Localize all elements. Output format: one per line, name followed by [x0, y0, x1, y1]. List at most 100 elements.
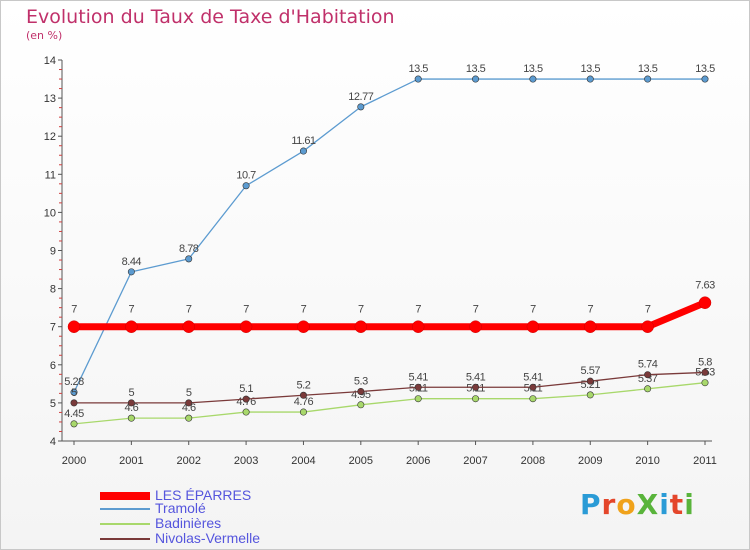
logo-letter: o	[616, 488, 637, 521]
data-label: 7	[415, 304, 421, 316]
data-label: 7	[473, 304, 479, 316]
data-point	[185, 414, 193, 422]
data-point	[701, 379, 709, 387]
legend-label: LES ÉPARRES	[155, 487, 252, 503]
data-point	[127, 268, 135, 276]
data-label: 5.57	[581, 365, 601, 377]
data-point	[354, 320, 368, 333]
data-point	[185, 399, 193, 407]
data-label: 5.41	[466, 371, 486, 383]
y-tick-label: 8	[50, 284, 56, 296]
data-label: 7	[129, 304, 135, 316]
y-tick-label: 12	[44, 131, 56, 143]
data-label: 5.28	[64, 376, 84, 388]
data-label: 7	[530, 304, 536, 316]
x-tick-label: 2002	[176, 455, 200, 467]
x-tick-label: 2001	[119, 455, 143, 467]
series-line-1	[73, 78, 706, 393]
data-point	[526, 320, 540, 333]
data-label: 8.78	[179, 243, 199, 255]
data-label: 4.45	[64, 408, 84, 420]
y-tick-label: 10	[44, 207, 56, 219]
logo-letter: i	[684, 488, 695, 521]
data-point	[242, 182, 250, 190]
logo-letter: X	[636, 488, 660, 521]
data-point	[414, 383, 422, 391]
data-point	[529, 395, 537, 403]
logo-letter: t	[669, 488, 685, 521]
data-point	[641, 320, 654, 333]
chart-title: Evolution du Taux de Taxe d'Habitation	[26, 6, 395, 28]
data-point	[357, 401, 365, 409]
data-point	[586, 377, 594, 385]
legend-swatch	[100, 492, 150, 500]
data-label: 4.6	[124, 402, 138, 414]
data-point	[297, 320, 310, 333]
x-tick-label: 2010	[635, 455, 659, 467]
x-tick-label: 2003	[234, 455, 258, 467]
data-point	[242, 408, 250, 416]
data-label: 13.5	[581, 63, 601, 75]
data-point	[127, 399, 135, 407]
data-point	[644, 371, 652, 379]
data-point	[701, 75, 709, 83]
legend-swatch	[100, 538, 150, 540]
data-point	[644, 385, 652, 393]
legend-label: Badinières	[155, 515, 222, 531]
x-tick-label: 2000	[62, 455, 86, 467]
y-tick-label: 13	[44, 93, 56, 105]
logo-letter: P	[580, 488, 602, 521]
logo-letter: r	[601, 488, 617, 521]
data-point	[529, 383, 537, 391]
data-point	[644, 75, 652, 83]
data-point	[529, 75, 537, 83]
x-tick-label: 2009	[578, 455, 602, 467]
data-point	[472, 395, 480, 403]
data-point	[586, 391, 594, 399]
data-point	[698, 296, 712, 309]
data-point	[185, 255, 193, 263]
data-label: 5.1	[239, 383, 253, 395]
data-point	[125, 320, 138, 333]
x-tick-label: 2011	[693, 455, 717, 467]
data-point	[411, 320, 425, 333]
data-point	[239, 320, 253, 333]
y-tick-label: 11	[45, 169, 56, 181]
data-point	[299, 408, 307, 416]
x-tick-label: 2005	[349, 455, 373, 467]
legend-label: Tramolé	[155, 500, 206, 516]
data-point	[182, 320, 195, 333]
data-label: 5.41	[523, 371, 543, 383]
series-line-0	[70, 299, 709, 331]
x-tick-label: 2008	[521, 455, 545, 467]
data-label: 13.5	[523, 63, 543, 75]
y-tick-label: 5	[50, 398, 56, 410]
data-label: 13.5	[408, 63, 428, 75]
data-label: 10.7	[236, 170, 256, 182]
y-tick-label: 7	[50, 322, 56, 334]
data-point	[357, 103, 365, 111]
x-tick-label: 2006	[406, 455, 430, 467]
data-point	[127, 414, 135, 422]
data-label: 13.5	[695, 63, 715, 75]
data-label: 5.74	[638, 359, 658, 371]
y-tick-label: 14	[44, 55, 56, 67]
data-label: 8.44	[122, 256, 142, 268]
data-label: 7.63	[695, 280, 715, 292]
logo-letter: i	[659, 488, 670, 521]
legend-swatch	[100, 508, 150, 510]
series-line-2	[73, 382, 706, 425]
data-point	[299, 391, 307, 399]
data-point	[70, 388, 78, 396]
data-label: 7	[358, 304, 364, 316]
data-label: 7	[186, 304, 192, 316]
data-label: 13.5	[466, 63, 486, 75]
data-point	[67, 320, 81, 333]
data-point	[701, 368, 709, 376]
series-line-3	[73, 371, 706, 404]
legend-label: Nivolas-Vermelle	[155, 530, 261, 546]
data-label: 7	[71, 304, 77, 316]
y-tick-label: 9	[50, 246, 56, 258]
data-label: 5.41	[408, 371, 428, 383]
